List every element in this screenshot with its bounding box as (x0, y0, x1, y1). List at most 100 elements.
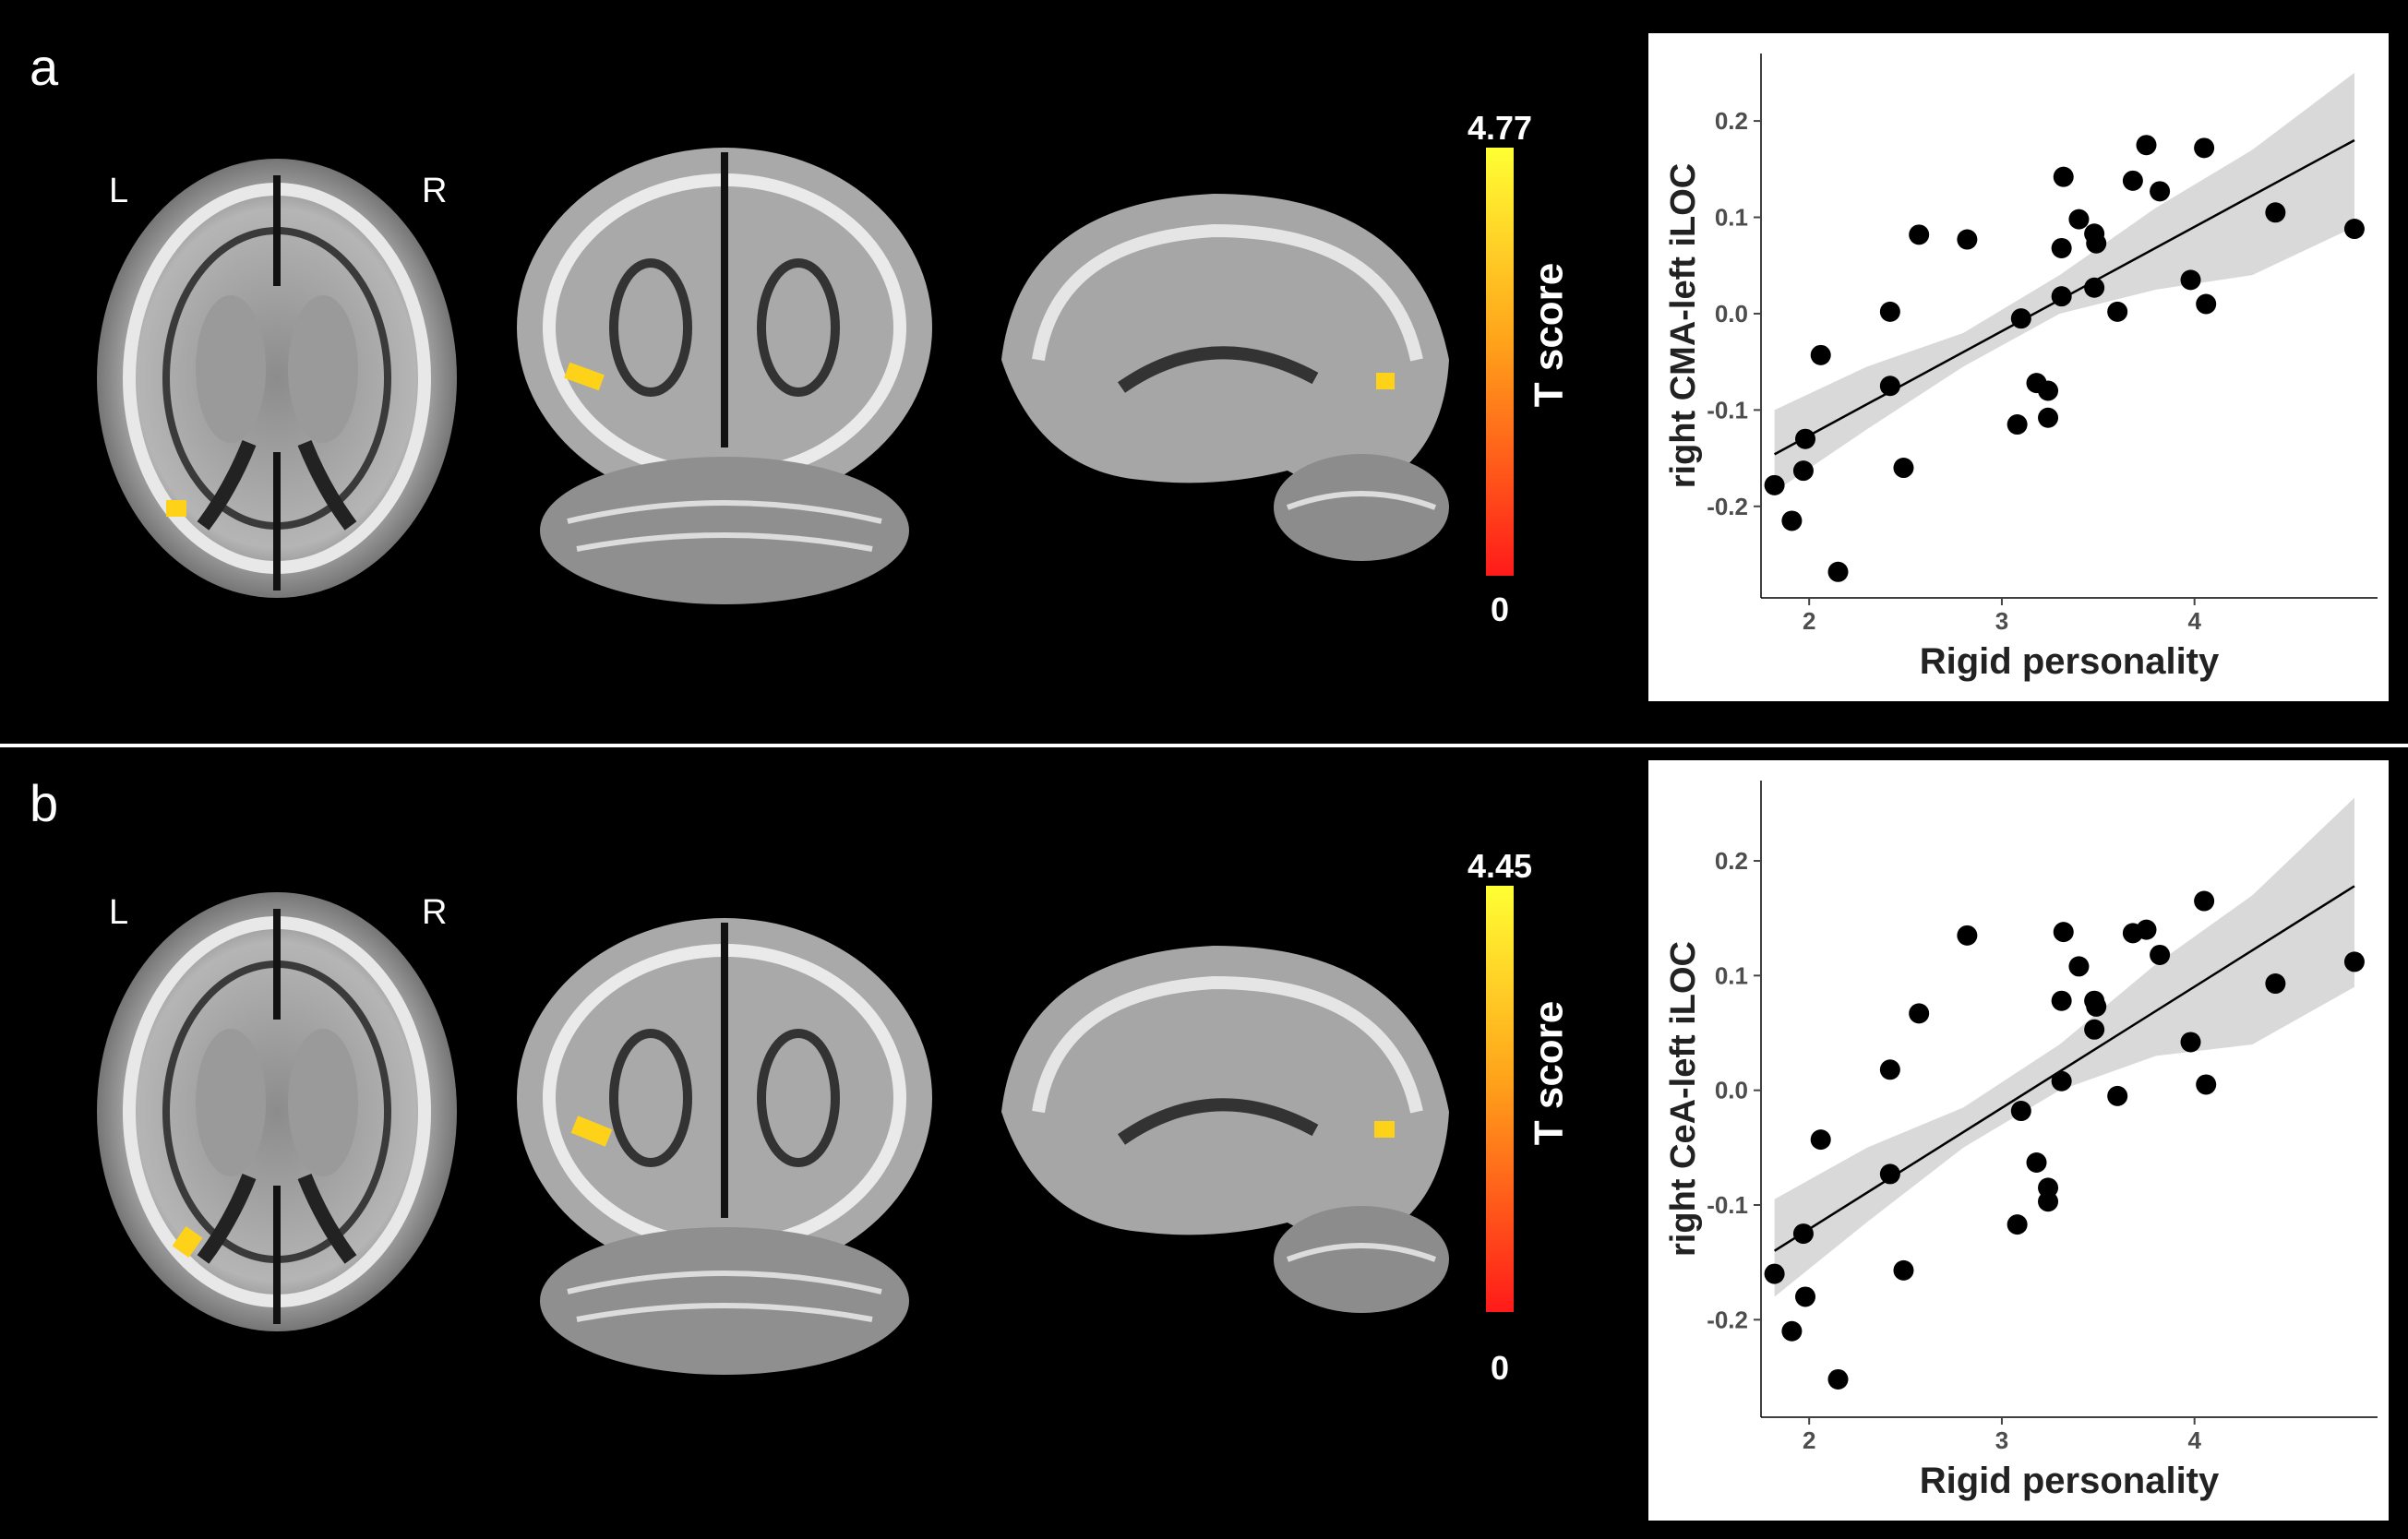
y-tick-label: 0.0 (1715, 1077, 1748, 1104)
scatter-svg-a: -0.2 -0.1 0.0 0.1 0.2 2 3 4 Rigid personality rig… (1664, 54, 2378, 682)
data-point (2086, 233, 2107, 254)
activation-cluster-axial-a (166, 500, 186, 517)
data-point (1810, 344, 1831, 365)
activation-cluster-coronal-a (564, 362, 605, 391)
data-point (2068, 209, 2090, 230)
data-point (2007, 1214, 2028, 1235)
y-tick-label: -0.1 (1707, 1191, 1748, 1219)
data-point (2051, 237, 2072, 258)
colorbar-title-b: T score (1526, 1000, 1572, 1146)
data-point (2068, 956, 2090, 977)
panel-b-letter: b (30, 774, 59, 832)
y-tick-label: 0.1 (1715, 204, 1748, 232)
data-point (2086, 996, 2107, 1017)
x-tick-label: 2 (1803, 1426, 1815, 1454)
y-axis-label: right CeA-left iLOC (1664, 941, 1703, 1257)
activation-cluster-coronal-b (570, 1115, 613, 1147)
data-point (2136, 919, 2157, 940)
data-point (1792, 460, 1814, 482)
data-point (2343, 951, 2365, 972)
data-point (2038, 1191, 2059, 1212)
data-point (1893, 1259, 1914, 1281)
data-point (1764, 474, 1785, 495)
confidence-band (1774, 797, 2354, 1297)
colorbar-min-label-a: 0 (1490, 591, 1510, 628)
data-point (1792, 1223, 1814, 1245)
data-point (2150, 944, 2171, 965)
y-tick-label: 0.0 (1715, 300, 1748, 328)
data-point (2038, 380, 2059, 401)
colorbar-a (1486, 148, 1514, 576)
data-point (1781, 510, 1803, 531)
colorbar-min-label-b: 0 (1490, 1349, 1510, 1387)
x-tick-label: 3 (1995, 607, 2008, 635)
data-point (1781, 1320, 1803, 1342)
data-point (2053, 166, 2074, 187)
x-tick-label: 2 (1803, 607, 1815, 635)
data-point (2194, 137, 2215, 159)
data-point (2136, 135, 2157, 156)
data-point (2010, 1101, 2031, 1122)
sagittal-brain-image-a (1001, 194, 1449, 561)
data-point (1893, 458, 1914, 479)
data-point (2196, 1074, 2217, 1095)
x-tick-label: 4 (2187, 607, 2201, 635)
data-point (2051, 990, 2072, 1011)
regression-line (1773, 885, 2355, 1252)
data-point (2107, 1085, 2128, 1106)
data-point (1879, 1163, 1900, 1185)
data-point (1879, 1059, 1900, 1080)
colorbar-max-label-b: 4.45 (1467, 847, 1533, 885)
scatter-plot-b: -0.2 -0.1 0.0 0.1 0.2 2 3 4 Rigid personality rig… (1648, 760, 2389, 1521)
coronal-brain-image-b (517, 918, 932, 1375)
scatter-plot-a: -0.2 -0.1 0.0 0.1 0.2 2 3 4 Rigid personality rig… (1648, 33, 2389, 701)
data-point (2051, 286, 2072, 307)
x-tick-label: 3 (1995, 1426, 2008, 1454)
confidence-band (1774, 72, 2354, 493)
left-hemisphere-label-a: L (109, 172, 129, 210)
data-point (2038, 407, 2059, 428)
data-point (2180, 269, 2201, 291)
x-axis-label: Rigid personality (1920, 641, 2220, 682)
data-point (2194, 890, 2215, 912)
y-tick-label: -0.1 (1707, 396, 1748, 424)
data-point (1957, 229, 1978, 250)
data-point (2007, 414, 2028, 435)
data-point (1764, 1263, 1785, 1284)
data-point (2084, 277, 2105, 298)
y-tick-label: 0.2 (1715, 107, 1748, 135)
y-axis-label: right CMA-left iLOC (1664, 163, 1703, 489)
y-tick-label: -0.2 (1707, 493, 1748, 520)
data-point (1957, 925, 1978, 946)
data-point (2265, 973, 2286, 995)
coronal-brain-image-a (517, 148, 932, 604)
data-point (2196, 293, 2217, 315)
panel-a: a L R 4.77 0 (0, 0, 2408, 744)
y-tick-label: 0.2 (1715, 847, 1748, 875)
activation-cluster-axial-b (172, 1226, 203, 1258)
data-point (1795, 1286, 1816, 1307)
colorbar-title-a: T score (1526, 262, 1572, 408)
panel-a-letter: a (30, 38, 59, 96)
panel-b: b L R 4.45 0 T score -0.2 -0.1 0.0 0.1 0.2 2 3… (0, 747, 2408, 1539)
activation-cluster-sagittal-b (1374, 1121, 1395, 1138)
x-axis-label: Rigid personality (1920, 1461, 2220, 1501)
data-point (2265, 202, 2286, 223)
left-hemisphere-label-b: L (109, 893, 129, 932)
y-tick-label: -0.2 (1707, 1306, 1748, 1333)
data-point (2010, 308, 2031, 329)
colorbar-b (1486, 886, 1514, 1312)
data-point (2343, 219, 2365, 240)
data-point (1879, 376, 1900, 397)
data-point (2122, 170, 2143, 191)
axial-brain-image-b (97, 892, 457, 1331)
right-hemisphere-label-a: R (422, 172, 448, 210)
scatter-svg-b: -0.2 -0.1 0.0 0.1 0.2 2 3 4 Rigid personality rig… (1664, 781, 2378, 1501)
data-point (2026, 1152, 2047, 1173)
data-point (1909, 224, 1930, 245)
data-point (2107, 301, 2128, 322)
activation-cluster-sagittal-a (1376, 373, 1395, 389)
axial-brain-image-a (97, 159, 457, 598)
data-point (2051, 1070, 2072, 1092)
data-point (1827, 1368, 1849, 1390)
